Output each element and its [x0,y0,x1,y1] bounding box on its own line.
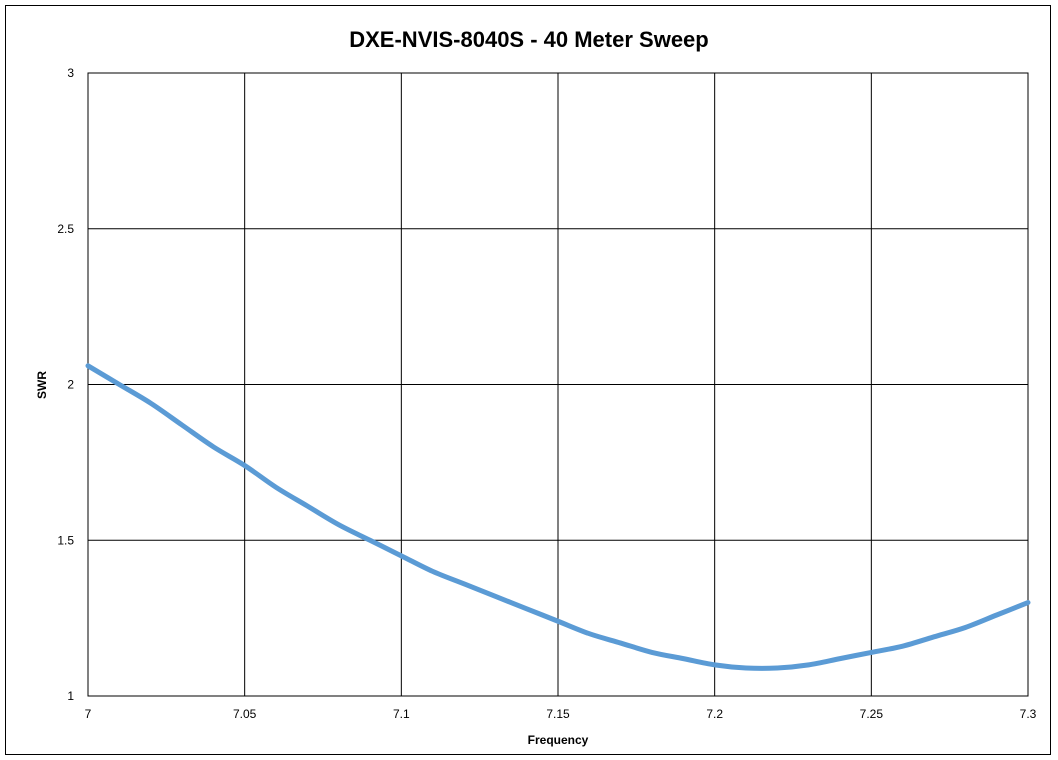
x-tick-label: 7.1 [393,707,410,721]
tick-labels: 7 7.05 7.1 7.15 7.2 7.25 7.3 1 1.5 2 2.5 3 [57,66,1036,721]
y-tick-label: 2.5 [57,222,74,236]
y-axis-title: SWR [35,371,49,399]
x-tick-label: 7.15 [546,707,570,721]
x-tick-label: 7.25 [860,707,884,721]
x-tick-label: 7.3 [1020,707,1037,721]
x-tick-label: 7.05 [233,707,257,721]
y-tick-label: 2 [67,378,74,392]
x-tick-label: 7 [85,707,92,721]
x-axis-title: Frequency [528,733,589,747]
y-tick-label: 1 [67,689,74,703]
x-tick-label: 7.2 [706,707,723,721]
y-tick-label: 3 [67,66,74,80]
grid-lines [88,73,1028,696]
y-tick-label: 1.5 [57,533,74,547]
chart-title: DXE-NVIS-8040S - 40 Meter Sweep [349,27,708,52]
